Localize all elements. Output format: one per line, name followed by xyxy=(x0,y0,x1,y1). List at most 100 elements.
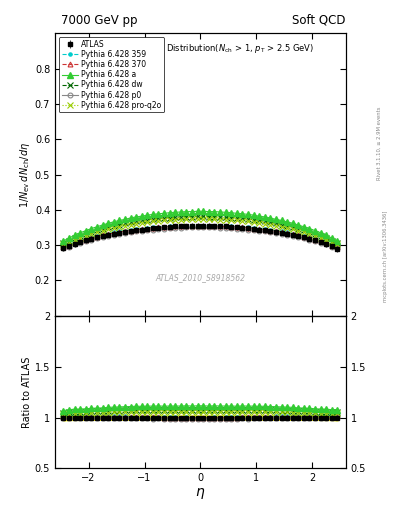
Pythia 6.428 dw xyxy=(95,227,99,233)
Pythia 6.428 370 xyxy=(234,224,239,230)
Pythia 6.428 359 xyxy=(313,236,318,242)
Pythia 6.428 dw xyxy=(173,214,178,220)
Pythia 6.428 pro-q2o xyxy=(246,219,250,225)
Pythia 6.428 a xyxy=(162,210,167,217)
Pythia 6.428 370 xyxy=(229,224,233,230)
Pythia 6.428 pro-q2o xyxy=(218,217,222,223)
Pythia 6.428 p0 xyxy=(67,244,72,250)
Pythia 6.428 a xyxy=(145,212,150,218)
Pythia 6.428 370 xyxy=(184,223,189,229)
Pythia 6.428 pro-q2o xyxy=(251,219,256,225)
Pythia 6.428 dw xyxy=(111,223,116,229)
Pythia 6.428 p0 xyxy=(184,224,189,230)
Pythia 6.428 pro-q2o xyxy=(206,216,211,222)
Line: Pythia 6.428 pro-q2o: Pythia 6.428 pro-q2o xyxy=(60,216,341,248)
Pythia 6.428 p0 xyxy=(223,225,228,231)
Pythia 6.428 a xyxy=(100,222,105,228)
Text: ATLAS_2010_S8918562: ATLAS_2010_S8918562 xyxy=(155,273,246,282)
Pythia 6.428 a xyxy=(134,214,138,220)
Pythia 6.428 370 xyxy=(123,228,127,234)
Pythia 6.428 359 xyxy=(67,241,72,247)
Pythia 6.428 359 xyxy=(100,231,105,238)
Pythia 6.428 370 xyxy=(178,223,183,229)
Pythia 6.428 a xyxy=(223,209,228,216)
Pythia 6.428 p0 xyxy=(156,226,161,232)
Pythia 6.428 dw xyxy=(279,222,284,228)
Pythia 6.428 a xyxy=(67,235,72,241)
Pythia 6.428 p0 xyxy=(83,238,88,244)
Pythia 6.428 p0 xyxy=(251,227,256,233)
Pythia 6.428 dw xyxy=(106,224,110,230)
Pythia 6.428 a xyxy=(257,213,261,219)
Pythia 6.428 359 xyxy=(335,244,340,250)
Pythia 6.428 pro-q2o xyxy=(307,231,312,237)
Pythia 6.428 370 xyxy=(151,225,155,231)
Pythia 6.428 a xyxy=(313,228,318,234)
Pythia 6.428 pro-q2o xyxy=(229,217,233,223)
Pythia 6.428 p0 xyxy=(313,238,318,244)
Pythia 6.428 pro-q2o xyxy=(301,229,306,235)
Pythia 6.428 p0 xyxy=(296,233,301,240)
Pythia 6.428 dw xyxy=(318,233,323,239)
Pythia 6.428 359 xyxy=(134,226,138,232)
Pythia 6.428 dw xyxy=(128,219,133,225)
Pythia 6.428 359 xyxy=(296,231,301,238)
Pythia 6.428 p0 xyxy=(246,226,250,232)
Pythia 6.428 370 xyxy=(61,244,66,250)
Pythia 6.428 p0 xyxy=(318,240,323,246)
Pythia 6.428 dw xyxy=(151,216,155,222)
Pythia 6.428 p0 xyxy=(167,225,172,231)
Pythia 6.428 359 xyxy=(156,224,161,230)
Pythia 6.428 a xyxy=(95,224,99,230)
Pythia 6.428 pro-q2o xyxy=(100,228,105,234)
Pythia 6.428 p0 xyxy=(72,241,77,247)
Pythia 6.428 370 xyxy=(83,237,88,243)
Pythia 6.428 pro-q2o xyxy=(223,217,228,223)
Pythia 6.428 359 xyxy=(145,225,150,231)
Pythia 6.428 a xyxy=(285,219,290,225)
Pythia 6.428 p0 xyxy=(290,232,295,239)
Pythia 6.428 pro-q2o xyxy=(134,221,138,227)
Pythia 6.428 359 xyxy=(178,223,183,229)
Pythia 6.428 dw xyxy=(195,213,200,219)
Pythia 6.428 359 xyxy=(106,230,110,237)
Pythia 6.428 dw xyxy=(145,217,150,223)
Pythia 6.428 a xyxy=(128,215,133,221)
Pythia 6.428 pro-q2o xyxy=(67,239,72,245)
Pythia 6.428 359 xyxy=(251,225,256,231)
Pythia 6.428 370 xyxy=(100,232,105,239)
Pythia 6.428 pro-q2o xyxy=(285,225,290,231)
Pythia 6.428 dw xyxy=(167,215,172,221)
Pythia 6.428 pro-q2o xyxy=(167,217,172,223)
Pythia 6.428 a xyxy=(173,209,178,216)
Pythia 6.428 359 xyxy=(195,223,200,229)
Pythia 6.428 a xyxy=(274,216,278,222)
Pythia 6.428 pro-q2o xyxy=(318,234,323,241)
Pythia 6.428 359 xyxy=(234,224,239,230)
Pythia 6.428 359 xyxy=(123,228,127,234)
Pythia 6.428 370 xyxy=(257,226,261,232)
Pythia 6.428 dw xyxy=(329,238,334,244)
Pythia 6.428 359 xyxy=(318,238,323,244)
Pythia 6.428 dw xyxy=(89,229,94,235)
Pythia 6.428 370 xyxy=(251,225,256,231)
Pythia 6.428 pro-q2o xyxy=(95,229,99,235)
Pythia 6.428 pro-q2o xyxy=(106,226,110,232)
Pythia 6.428 a xyxy=(240,210,245,217)
Pythia 6.428 pro-q2o xyxy=(162,218,167,224)
Pythia 6.428 pro-q2o xyxy=(234,218,239,224)
Pythia 6.428 p0 xyxy=(229,225,233,231)
Pythia 6.428 370 xyxy=(329,243,334,249)
Pythia 6.428 370 xyxy=(162,224,167,230)
Pythia 6.428 370 xyxy=(268,228,273,234)
Pythia 6.428 359 xyxy=(279,228,284,234)
Pythia 6.428 370 xyxy=(279,229,284,235)
Pythia 6.428 370 xyxy=(156,224,161,230)
Pythia 6.428 p0 xyxy=(111,231,116,238)
Pythia 6.428 pro-q2o xyxy=(123,223,127,229)
Pythia 6.428 359 xyxy=(95,233,99,239)
Pythia 6.428 dw xyxy=(296,225,301,231)
Pythia 6.428 p0 xyxy=(78,240,83,246)
Pythia 6.428 370 xyxy=(313,237,318,243)
Pythia 6.428 dw xyxy=(274,220,278,226)
